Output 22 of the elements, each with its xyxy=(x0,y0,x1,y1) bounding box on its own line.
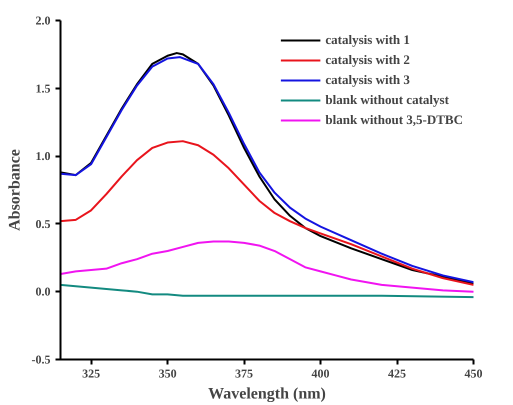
line-series xyxy=(60,140,474,286)
x-tick-label: 375 xyxy=(235,366,254,380)
y-tick-label: 1.0 xyxy=(36,149,50,164)
legend-label: catalysis with 3 xyxy=(325,72,410,88)
legend-label: catalysis with 1 xyxy=(325,32,410,48)
line-series xyxy=(60,284,474,298)
y-tick-label: 1.5 xyxy=(36,81,50,96)
x-tick-label: 400 xyxy=(312,366,330,380)
y-tick-label: -0.5 xyxy=(32,352,51,366)
legend-label: catalysis with 2 xyxy=(325,52,410,68)
y-tick-label: 0.5 xyxy=(36,216,50,231)
legend-label: blank without catalyst xyxy=(325,92,449,108)
y-axis-title: Absorbance xyxy=(6,149,24,231)
y-tick-label: 2.0 xyxy=(36,14,50,28)
x-tick-label: 325 xyxy=(82,366,100,380)
legend-label: blank without 3,5-DTBC xyxy=(325,112,463,128)
x-axis-title: Wavelength (nm) xyxy=(208,386,326,402)
x-tick-label: 450 xyxy=(464,366,482,380)
x-tick-label: 350 xyxy=(158,366,177,380)
y-tick-label: 0.0 xyxy=(36,284,50,299)
line-series xyxy=(60,240,474,293)
x-tick-label: 425 xyxy=(388,366,406,380)
